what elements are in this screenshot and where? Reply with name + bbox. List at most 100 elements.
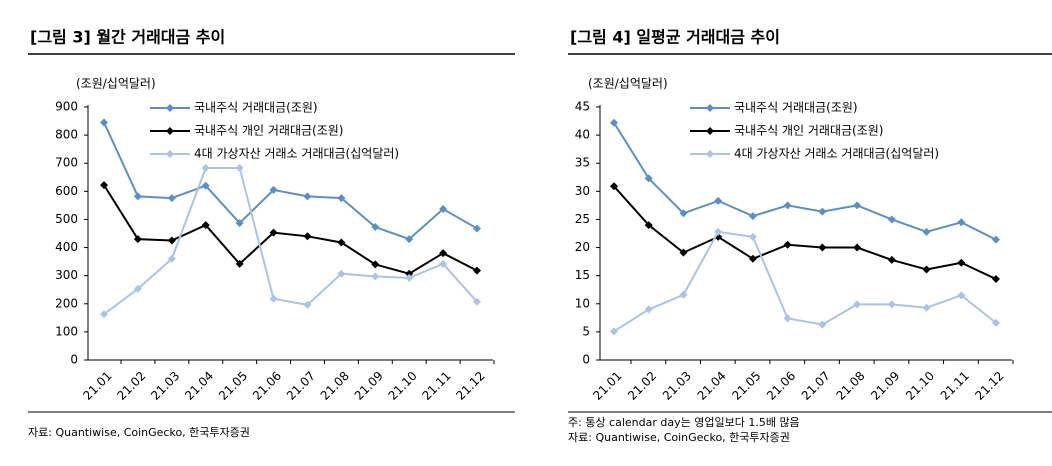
point — [853, 300, 862, 309]
point — [818, 320, 827, 329]
point — [133, 192, 142, 201]
point — [853, 201, 862, 210]
point — [439, 249, 448, 258]
y-tick-label: 500 — [55, 212, 78, 226]
series-line — [103, 167, 478, 315]
y-tick-label: 20 — [575, 240, 590, 254]
point — [992, 275, 1000, 284]
series-line — [613, 230, 997, 333]
point — [405, 273, 414, 282]
point — [473, 297, 481, 306]
x-tick-label: 21.09 — [352, 369, 386, 403]
x-tick-label: 21.05 — [216, 369, 250, 403]
x-tick-label: 21.09 — [868, 369, 902, 403]
x-tick-label: 21.06 — [764, 369, 798, 403]
point — [201, 221, 210, 230]
x-tick-label: 21.01 — [80, 369, 114, 403]
point — [201, 181, 210, 190]
point — [371, 272, 380, 281]
point — [337, 269, 346, 278]
point — [167, 254, 176, 263]
point — [100, 310, 108, 319]
x-tick-label: 21.02 — [114, 369, 148, 403]
point — [748, 212, 757, 221]
point — [610, 182, 618, 191]
series-line — [613, 122, 997, 241]
y-axis-label: (조원/십억달러) — [588, 77, 668, 91]
legend-label: 4대 가상자산 거래소 거래대금(십억달러) — [734, 147, 939, 161]
legend-label: 국내주식 거래대금(조원) — [194, 101, 318, 115]
legend-label: 국내주식 개인 거래대금(조원) — [194, 124, 343, 138]
point — [133, 235, 142, 244]
point — [748, 232, 757, 241]
x-tick-label: 21.12 — [972, 369, 1006, 403]
legend-label: 4대 가상자산 거래소 거래대금(십억달러) — [194, 147, 399, 161]
point — [337, 238, 346, 247]
point — [269, 185, 278, 194]
x-tick-label: 21.02 — [625, 369, 659, 403]
y-tick-label: 200 — [55, 296, 78, 310]
legend-marker — [706, 150, 714, 158]
legend-marker — [166, 127, 174, 135]
y-tick-label: 300 — [55, 268, 78, 282]
point — [887, 300, 896, 309]
point — [644, 174, 653, 183]
chart-title: [그림 4] 일평균 거래대금 추이 — [570, 28, 780, 47]
point — [748, 254, 757, 263]
note: 주: 통상 calendar day는 영업일보다 1.5배 많음 — [568, 415, 800, 429]
y-tick-label: 900 — [55, 100, 78, 114]
x-tick-label: 21.11 — [419, 369, 453, 403]
point — [957, 258, 966, 267]
x-tick-label: 21.08 — [833, 369, 867, 403]
point — [439, 205, 448, 214]
point — [201, 164, 210, 173]
point — [957, 291, 966, 300]
y-tick-label: 45 — [575, 100, 590, 114]
x-tick-label: 21.07 — [799, 369, 833, 403]
point — [371, 260, 380, 269]
point — [887, 255, 896, 264]
point — [922, 227, 931, 236]
point — [405, 269, 414, 278]
point — [783, 201, 792, 210]
point — [818, 243, 827, 252]
x-tick-label: 21.05 — [729, 369, 763, 403]
point — [679, 248, 688, 257]
point — [133, 284, 142, 293]
point — [303, 192, 312, 201]
point — [100, 181, 108, 190]
series-line — [103, 122, 478, 241]
x-tick-label: 21.04 — [695, 369, 729, 403]
point — [714, 196, 723, 205]
point — [922, 265, 931, 274]
point — [303, 232, 312, 241]
point — [818, 207, 827, 216]
point — [610, 118, 618, 127]
y-tick-label: 40 — [575, 128, 590, 142]
point — [922, 303, 931, 312]
x-tick-label: 21.06 — [250, 369, 284, 403]
point — [337, 194, 346, 203]
x-tick-label: 21.03 — [148, 369, 182, 403]
point — [235, 259, 244, 268]
point — [992, 235, 1000, 244]
point — [714, 227, 723, 236]
point — [853, 243, 862, 252]
point — [100, 118, 108, 127]
legend-label: 국내주식 거래대금(조원) — [734, 101, 858, 115]
point — [473, 224, 481, 233]
legend-label: 국내주식 개인 거래대금(조원) — [734, 124, 883, 138]
point — [644, 221, 653, 230]
y-tick-label: 35 — [575, 156, 590, 170]
x-tick-label: 21.10 — [903, 369, 937, 403]
legend-marker — [166, 104, 174, 112]
y-tick-label: 700 — [55, 156, 78, 170]
x-tick-label: 21.07 — [284, 369, 318, 403]
note: 자료: Quantiwise, CoinGecko, 한국투자증권 — [28, 426, 250, 439]
y-tick-label: 30 — [575, 184, 590, 198]
point — [405, 235, 414, 244]
y-tick-label: 15 — [575, 268, 590, 282]
x-tick-label: 21.03 — [660, 369, 694, 403]
point — [957, 218, 966, 227]
